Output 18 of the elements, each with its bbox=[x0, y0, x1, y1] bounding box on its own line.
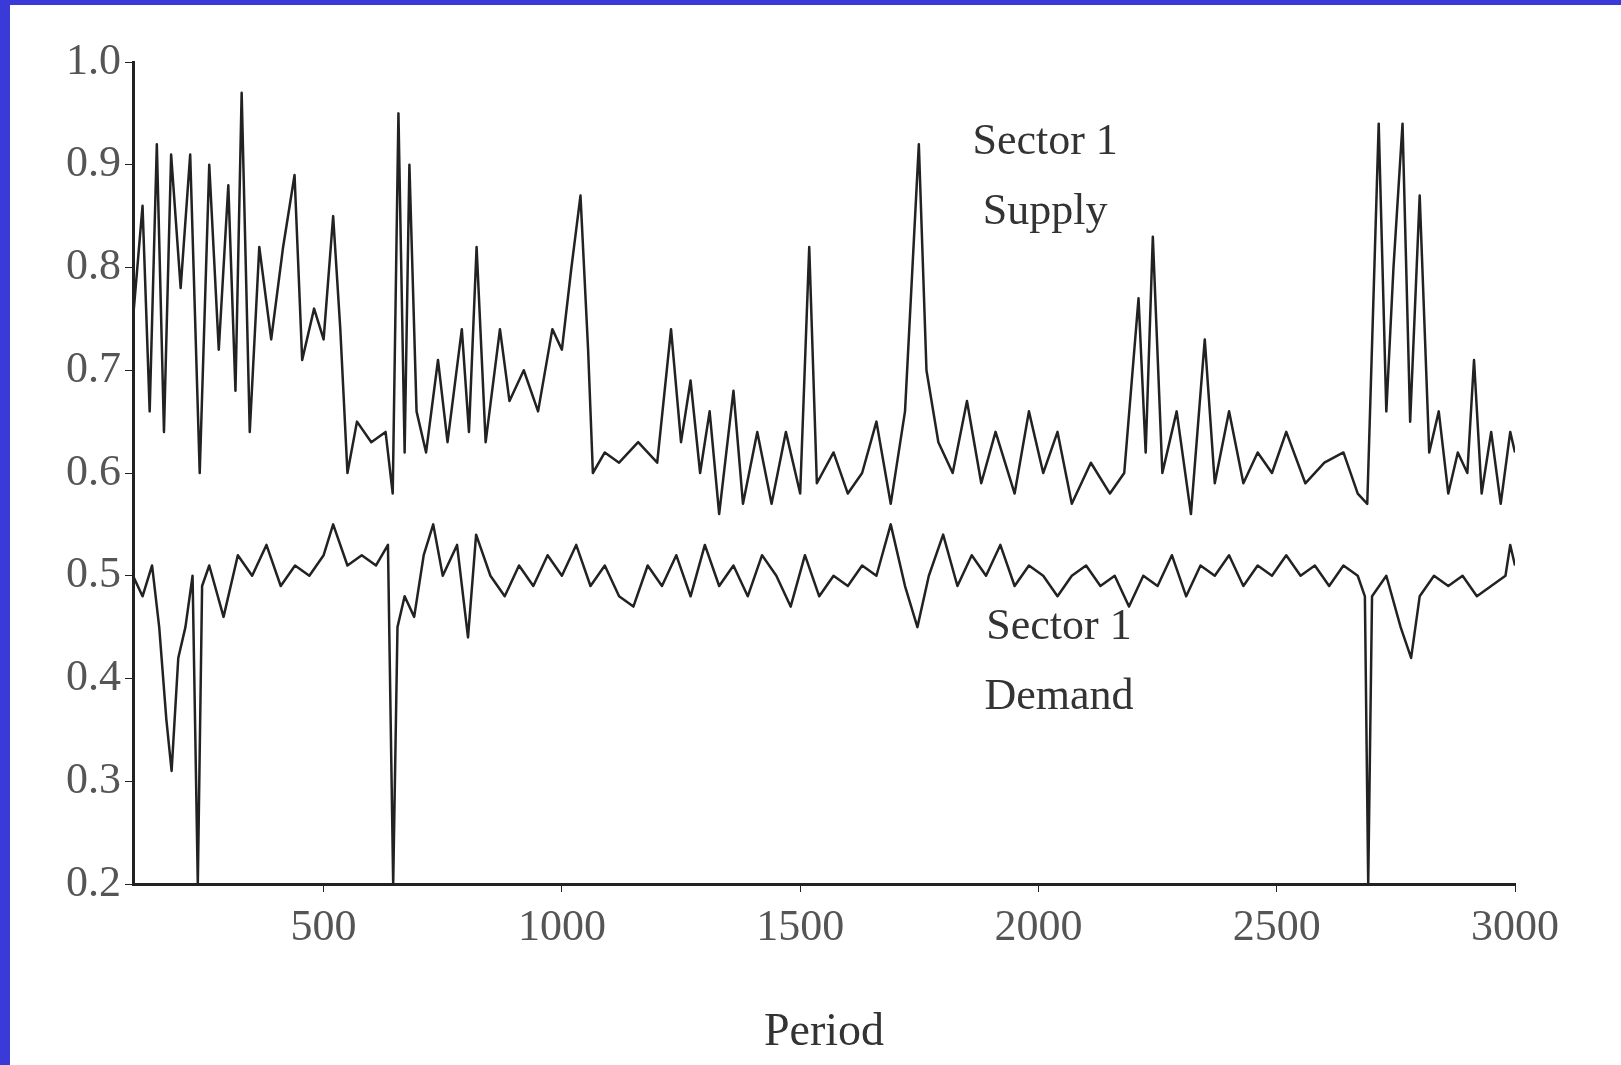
y-tick-label: 0.8 bbox=[66, 240, 121, 290]
x-tick-label: 2000 bbox=[994, 900, 1083, 950]
series-label: Sector 1 Demand bbox=[984, 599, 1134, 719]
series-label: Sector 1 Supply bbox=[972, 114, 1118, 234]
y-tick-label: 0.5 bbox=[66, 548, 121, 598]
y-tick-label: 0.3 bbox=[66, 753, 121, 803]
y-tick-label: 0.4 bbox=[66, 651, 121, 701]
x-axis-title: Period bbox=[763, 1004, 885, 1056]
x-tick-label: 1000 bbox=[517, 900, 606, 950]
y-tick-label: 0.9 bbox=[66, 137, 121, 187]
x-tick-label: 2500 bbox=[1232, 900, 1321, 950]
y-tick-label: 1.0 bbox=[66, 34, 121, 84]
y-tick-label: 0.6 bbox=[66, 445, 121, 495]
x-tick-label: 500 bbox=[290, 900, 357, 950]
y-tick-label: 0.7 bbox=[66, 342, 121, 392]
x-tick-label: 3000 bbox=[1471, 900, 1559, 950]
y-tick-label: 0.2 bbox=[66, 856, 121, 906]
x-tick-label: 1500 bbox=[756, 900, 845, 950]
